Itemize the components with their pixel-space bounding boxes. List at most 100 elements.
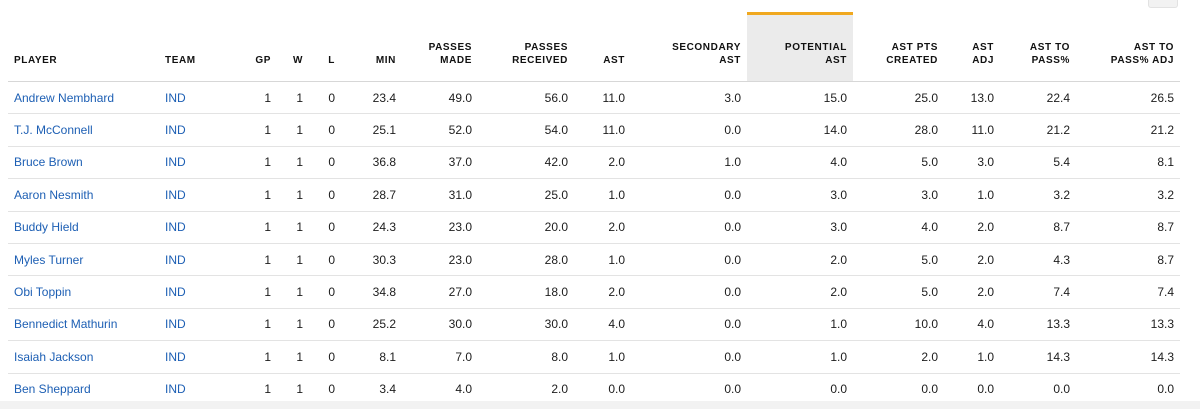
team-link[interactable]: IND <box>165 187 186 202</box>
cell-secondary-ast: 0.0 <box>631 113 747 147</box>
cell-ast-adj: 2.0 <box>944 275 1000 309</box>
cell-w: 1 <box>277 113 309 147</box>
cell-player[interactable]: Isaiah Jackson <box>8 340 159 374</box>
team-link[interactable]: IND <box>165 123 186 138</box>
column-header-ast[interactable]: AST <box>574 13 631 82</box>
player-link[interactable]: Buddy Hield <box>14 220 79 235</box>
column-header-player[interactable]: PLAYER <box>8 13 159 82</box>
cell-player[interactable]: Myles Turner <box>8 243 159 277</box>
cell-passes-made: 23.0 <box>402 211 478 244</box>
cell-player[interactable]: T.J. McConnell <box>8 113 159 147</box>
cell-ast-pts-created: 2.0 <box>853 340 944 374</box>
cell-potential-ast: 0.0 <box>747 373 853 406</box>
column-header-passes-made[interactable]: PASSES MADE <box>402 13 478 82</box>
player-link[interactable]: Aaron Nesmith <box>14 187 94 202</box>
horizontal-scrollbar[interactable] <box>0 401 1200 409</box>
cell-team[interactable]: IND <box>159 81 235 115</box>
cell-potential-ast: 2.0 <box>747 275 853 309</box>
cell-ast-to-pass: 14.3 <box>1000 340 1076 374</box>
cell-gp: 1 <box>235 340 277 374</box>
cell-team[interactable]: IND <box>159 340 235 374</box>
cell-l: 0 <box>309 308 341 342</box>
team-link[interactable]: IND <box>165 382 186 397</box>
cell-min: 23.4 <box>341 81 402 115</box>
cell-ast-to-pass-adj: 8.1 <box>1076 146 1180 180</box>
cell-ast-adj: 3.0 <box>944 146 1000 180</box>
cell-team[interactable]: IND <box>159 113 235 147</box>
team-link[interactable]: IND <box>165 220 186 235</box>
cell-team[interactable]: IND <box>159 243 235 277</box>
cell-player[interactable]: Bruce Brown <box>8 146 159 180</box>
cell-secondary-ast: 0.0 <box>631 275 747 309</box>
cell-player[interactable]: Aaron Nesmith <box>8 178 159 212</box>
team-link[interactable]: IND <box>165 90 186 105</box>
cell-ast-pts-created: 5.0 <box>853 146 944 180</box>
column-header-ast-to-pass[interactable]: AST TO PASS% <box>1000 13 1076 82</box>
column-header-w[interactable]: W <box>277 13 309 82</box>
cell-passes-made: 7.0 <box>402 340 478 374</box>
team-link[interactable]: IND <box>165 155 186 170</box>
cell-ast: 2.0 <box>574 211 631 244</box>
cell-min: 25.1 <box>341 113 402 147</box>
column-header-team[interactable]: TEAM <box>159 13 235 82</box>
column-header-passes-received[interactable]: PASSES RECEIVED <box>478 13 574 82</box>
column-header-gp[interactable]: GP <box>235 13 277 82</box>
cell-w: 1 <box>277 275 309 309</box>
cell-secondary-ast: 0.0 <box>631 211 747 244</box>
cell-passes-made: 30.0 <box>402 308 478 342</box>
player-link[interactable]: Andrew Nembhard <box>14 90 115 105</box>
cell-ast-to-pass-adj: 13.3 <box>1076 308 1180 342</box>
cell-ast: 2.0 <box>574 146 631 180</box>
player-link[interactable]: Myles Turner <box>14 252 84 267</box>
team-link[interactable]: IND <box>165 252 186 267</box>
cell-ast-pts-created: 4.0 <box>853 211 944 244</box>
player-link[interactable]: Ben Sheppard <box>14 382 91 397</box>
team-link[interactable]: IND <box>165 285 186 300</box>
cell-l: 0 <box>309 211 341 244</box>
cell-team[interactable]: IND <box>159 211 235 244</box>
cell-passes-received: 18.0 <box>478 275 574 309</box>
cell-gp: 1 <box>235 81 277 115</box>
cell-ast-adj: 1.0 <box>944 340 1000 374</box>
table-row: Obi Toppin IND 1 1 0 34.8 27.0 18.0 2.0 0.0 2.0 5.0… <box>8 275 1180 309</box>
cell-ast-to-pass: 22.4 <box>1000 81 1076 115</box>
cell-w: 1 <box>277 308 309 342</box>
cell-passes-made: 27.0 <box>402 275 478 309</box>
column-header-ast-pts-created[interactable]: AST PTS CREATED <box>853 13 944 82</box>
player-link[interactable]: T.J. McConnell <box>14 123 93 138</box>
cell-passes-made: 37.0 <box>402 146 478 180</box>
column-header-l[interactable]: L <box>309 13 341 82</box>
column-header-ast-adj[interactable]: AST ADJ <box>944 13 1000 82</box>
player-link[interactable]: Bruce Brown <box>14 155 83 170</box>
player-link[interactable]: Obi Toppin <box>14 285 72 300</box>
cell-passes-made: 31.0 <box>402 178 478 212</box>
cell-player[interactable]: Bennedict Mathurin <box>8 308 159 342</box>
player-link[interactable]: Isaiah Jackson <box>14 349 94 364</box>
cell-team[interactable]: IND <box>159 178 235 212</box>
cell-team[interactable]: IND <box>159 275 235 309</box>
cell-ast-to-pass-adj: 14.3 <box>1076 340 1180 374</box>
team-link[interactable]: IND <box>165 349 186 364</box>
column-header-potential-ast[interactable]: POTENTIAL AST <box>747 12 853 82</box>
column-header-min[interactable]: MIN <box>341 13 402 82</box>
cell-player[interactable]: Andrew Nembhard <box>8 81 159 115</box>
cell-w: 1 <box>277 243 309 277</box>
cell-l: 0 <box>309 243 341 277</box>
cell-w: 1 <box>277 211 309 244</box>
cell-team[interactable]: IND <box>159 146 235 180</box>
cell-player[interactable]: Ben Sheppard <box>8 373 159 406</box>
cell-secondary-ast: 3.0 <box>631 81 747 115</box>
cell-ast-to-pass: 21.2 <box>1000 113 1076 147</box>
cell-team[interactable]: IND <box>159 308 235 342</box>
scroll-right-button[interactable] <box>1148 0 1178 8</box>
column-header-ast-to-pass-adj[interactable]: AST TO PASS% ADJ <box>1076 13 1180 82</box>
player-link[interactable]: Bennedict Mathurin <box>14 317 118 332</box>
cell-ast: 4.0 <box>574 308 631 342</box>
column-header-secondary-ast[interactable]: SECONDARY AST <box>631 13 747 82</box>
cell-player[interactable]: Buddy Hield <box>8 211 159 244</box>
cell-player[interactable]: Obi Toppin <box>8 275 159 309</box>
cell-ast-to-pass: 3.2 <box>1000 178 1076 212</box>
cell-ast-adj: 2.0 <box>944 211 1000 244</box>
team-link[interactable]: IND <box>165 317 186 332</box>
cell-passes-received: 28.0 <box>478 243 574 277</box>
